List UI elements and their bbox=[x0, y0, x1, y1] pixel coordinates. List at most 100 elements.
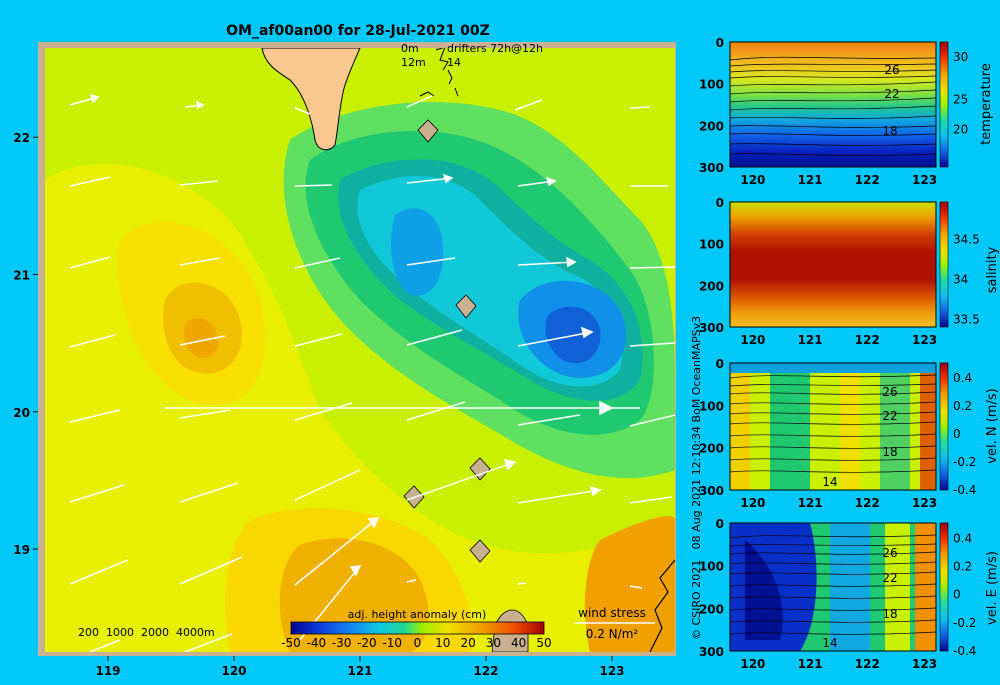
vel-n-panel: vel. N (m/s) 120 121 122 123 0 100 200 300 0.4 0.… bbox=[699, 357, 1000, 510]
section-xtick-label: 123 bbox=[912, 496, 937, 510]
section-colorbar-tick: -0.2 bbox=[953, 455, 976, 469]
contour-label: 22 bbox=[882, 571, 897, 585]
section-ytick-label: 200 bbox=[699, 602, 724, 616]
vel-n-ylabel: vel. N (m/s) bbox=[985, 388, 1000, 463]
map-xtick-label: 122 bbox=[473, 664, 498, 678]
section-xtick-label: 121 bbox=[798, 173, 823, 187]
section-ytick-label: 200 bbox=[699, 442, 724, 456]
colorbar-tick: 30 bbox=[486, 636, 501, 650]
section-ytick-label: 300 bbox=[699, 321, 724, 335]
section-xtick-label: 121 bbox=[798, 657, 823, 671]
contour-label: 18 bbox=[882, 607, 897, 621]
section-ytick-label: 300 bbox=[699, 484, 724, 498]
colorbar-tick: 10 bbox=[435, 636, 450, 650]
temperature-ylabel: temperature bbox=[979, 63, 994, 145]
height-colorbar bbox=[290, 621, 545, 635]
section-xtick-label: 121 bbox=[798, 333, 823, 347]
section-colorbar-tick: 0 bbox=[953, 427, 961, 441]
salinity-ylabel: salinity bbox=[985, 246, 1000, 293]
colorbar-tick: -20 bbox=[357, 636, 377, 650]
map-xtick-label: 121 bbox=[347, 664, 372, 678]
section-colorbar-tick: 0.4 bbox=[953, 531, 972, 545]
drifter-tracks bbox=[419, 48, 459, 97]
depth-legend: 200 1000 2000 4000m bbox=[78, 626, 215, 639]
section-colorbar-tick: 20 bbox=[953, 123, 968, 137]
section-colorbar-tick: -0.4 bbox=[953, 483, 976, 497]
section-xtick-label: 120 bbox=[740, 333, 765, 347]
section-ytick-label: 100 bbox=[699, 238, 724, 252]
anomaly-high bbox=[184, 318, 219, 359]
section-ytick-label: 0 bbox=[716, 357, 724, 371]
section-xtick-label: 123 bbox=[912, 333, 937, 347]
drifter-label: 12m bbox=[401, 56, 426, 69]
contour-label: 14 bbox=[822, 475, 837, 489]
contour-label: 14 bbox=[822, 636, 837, 650]
section-xtick-label: 120 bbox=[740, 657, 765, 671]
section-ytick-label: 100 bbox=[699, 399, 724, 413]
map-xtick-label: 119 bbox=[95, 664, 120, 678]
colorbar-tick: -30 bbox=[332, 636, 352, 650]
drifter-label: drifters 72h@12h bbox=[447, 42, 543, 55]
temperature-colorbar bbox=[939, 41, 949, 168]
section-colorbar-tick: 0.2 bbox=[953, 560, 972, 574]
map-ytick-label: 21 bbox=[13, 269, 30, 283]
section-ytick-label: 100 bbox=[699, 560, 724, 574]
section-ytick-label: 100 bbox=[699, 78, 724, 92]
land-island bbox=[417, 119, 439, 143]
section-colorbar-tick: 0.4 bbox=[953, 371, 972, 385]
vel-e-panel: vel. E (m/s) 120 121 122 123 0 100 200 300 0.4 0.… bbox=[699, 517, 1000, 671]
section-ytick-label: 200 bbox=[699, 119, 724, 133]
section-colorbar-tick: 25 bbox=[953, 93, 968, 107]
vel-n-colorbar bbox=[939, 362, 949, 491]
colorbar-tick: -40 bbox=[306, 636, 326, 650]
section-colorbar-tick: 0 bbox=[953, 588, 961, 602]
section-colorbar-tick: -0.2 bbox=[953, 616, 976, 630]
contour-label: 26 bbox=[884, 63, 899, 77]
section-xtick-label: 120 bbox=[740, 173, 765, 187]
anomaly-high bbox=[584, 516, 675, 652]
colorbar-tick: -50 bbox=[281, 636, 301, 650]
section-xtick-label: 122 bbox=[855, 333, 880, 347]
vel-e-ylabel: vel. E (m/s) bbox=[985, 551, 1000, 625]
section-colorbar-tick: 30 bbox=[953, 50, 968, 64]
wind-stress-value: 0.2 N/m² bbox=[586, 627, 639, 641]
section-ytick-label: 300 bbox=[699, 161, 724, 175]
contour-label: 26 bbox=[882, 385, 897, 399]
contour-label: 22 bbox=[884, 87, 899, 101]
map-xtick-label: 123 bbox=[599, 664, 624, 678]
land-island bbox=[469, 539, 491, 563]
section-ytick-label: 0 bbox=[716, 196, 724, 210]
map-ytick-label: 22 bbox=[13, 131, 30, 145]
land-island bbox=[455, 294, 477, 319]
map-ytick-label: 19 bbox=[13, 543, 30, 557]
section-colorbar-tick: 33.5 bbox=[953, 313, 980, 327]
section-xtick-label: 120 bbox=[740, 496, 765, 510]
section-xtick-label: 122 bbox=[855, 657, 880, 671]
section-colorbar-tick: 34 bbox=[953, 273, 968, 287]
section-xtick-label: 123 bbox=[912, 173, 937, 187]
anomaly-low bbox=[391, 208, 444, 296]
credit-text: © CSIRO 2021 08 Aug 2021 12:10:34 BoM Oc… bbox=[690, 316, 703, 640]
salinity-panel: salinity 120 121 122 123 0 100 200 300 34.5 34 33.… bbox=[699, 196, 1000, 347]
contour-label: 22 bbox=[882, 409, 897, 423]
section-ytick-label: 0 bbox=[716, 36, 724, 50]
temperature-panel: temperature 120 121 122 123 0 100 200 300 30 25 20… bbox=[699, 36, 994, 187]
section-xtick-label: 122 bbox=[855, 496, 880, 510]
section-ytick-label: 0 bbox=[716, 517, 724, 531]
section-ytick-label: 200 bbox=[699, 279, 724, 293]
drifter-label: 14 bbox=[447, 56, 461, 69]
coastline bbox=[649, 559, 675, 652]
section-xtick-label: 122 bbox=[855, 173, 880, 187]
section-xtick-label: 123 bbox=[912, 657, 937, 671]
section-ytick-label: 300 bbox=[699, 645, 724, 659]
contour-label: 26 bbox=[882, 546, 897, 560]
salinity-colorbar bbox=[939, 201, 949, 328]
section-colorbar-tick: 34.5 bbox=[953, 233, 980, 247]
colorbar-tick: 50 bbox=[536, 636, 551, 650]
colorbar-label: adj. height anomaly (cm) bbox=[348, 608, 487, 621]
vel-e-colorbar bbox=[939, 522, 949, 652]
colorbar-tick: 40 bbox=[511, 636, 526, 650]
drifter-label: 0m bbox=[401, 42, 419, 55]
land-taiwan bbox=[261, 48, 361, 151]
